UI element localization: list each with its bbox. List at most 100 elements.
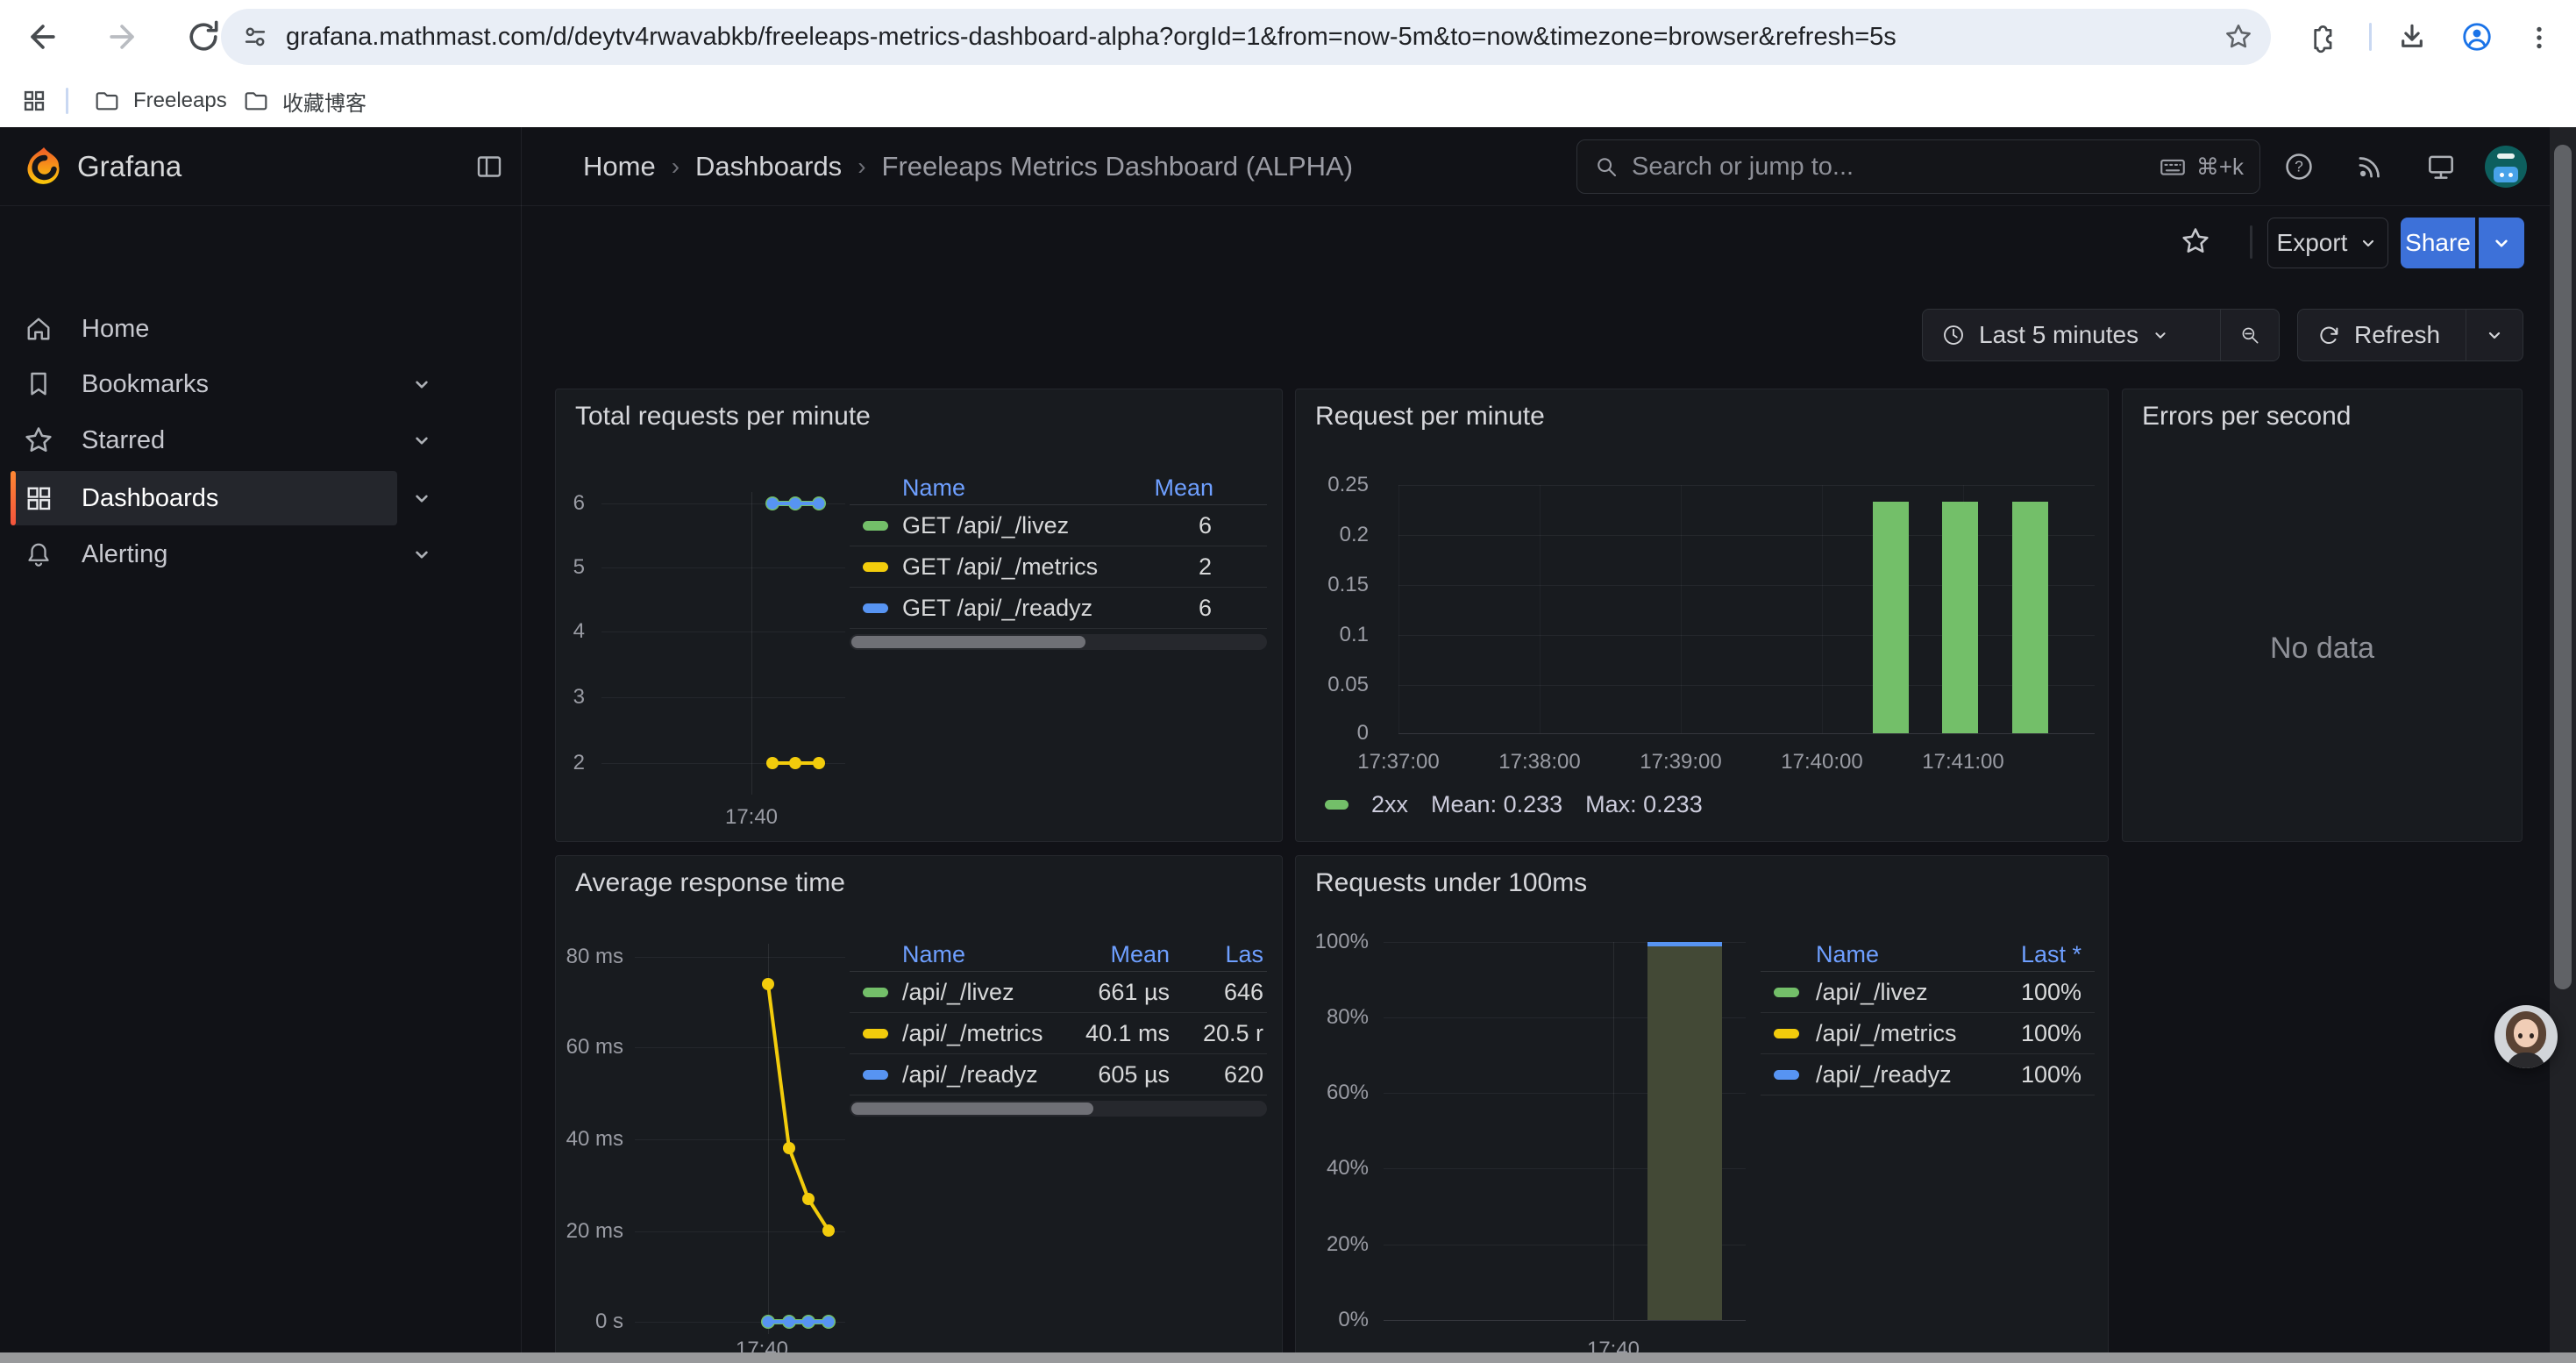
legend-col-name[interactable]: Name: [902, 941, 966, 967]
toolbar-divider: [2369, 23, 2372, 51]
series-color-pill: [1774, 1029, 1799, 1038]
series-name[interactable]: /api/_/livez: [902, 978, 1014, 1005]
breadcrumb-current: Freeleaps Metrics Dashboard (ALPHA): [881, 151, 1354, 182]
breadcrumb-home[interactable]: Home: [583, 151, 656, 182]
page-scrollbar-thumb[interactable]: [2554, 145, 2572, 989]
legend-col-last[interactable]: Last *: [2020, 941, 2081, 967]
browser-menu-icon[interactable]: [2523, 21, 2561, 60]
breadcrumb-separator: ›: [671, 153, 680, 180]
browser-back-button[interactable]: [23, 18, 61, 56]
series-name[interactable]: /api/_/metrics: [1816, 1019, 1957, 1046]
share-dropdown-button[interactable]: [2479, 218, 2524, 268]
chevron-down-icon: [2363, 239, 2374, 247]
sidebar-item-home[interactable]: Home: [0, 304, 522, 353]
chevron-down-icon[interactable]: [410, 543, 433, 566]
refresh-group: Refresh: [2297, 309, 2523, 361]
url-text: grafana.mathmast.com/d/deytv4rwavabkb/fr…: [286, 22, 1896, 51]
grafana-app: Grafana Home › Dashboards › Freeleaps Me…: [0, 127, 2576, 1363]
tv-mode-icon[interactable]: [2424, 150, 2458, 183]
sidebar-nav: Home Bookmarks Starred Dashboards Alerti…: [0, 206, 522, 1363]
series-last: 20.5 r: [1202, 1019, 1263, 1046]
breadcrumb-separator: ›: [857, 153, 866, 180]
search-placeholder: Search or jump to...: [1632, 152, 1854, 181]
brand-name[interactable]: Grafana: [77, 150, 182, 182]
downloads-icon[interactable]: [2395, 20, 2434, 59]
series-name[interactable]: GET /api/_/readyz: [902, 594, 1093, 621]
legend-col-mean[interactable]: Mean: [1110, 941, 1170, 967]
bookmark-folder-blogs[interactable]: 收藏博客: [230, 81, 379, 121]
keyboard-icon: [2160, 159, 2185, 175]
panel-title[interactable]: Request per minute: [1315, 402, 1545, 431]
help-icon[interactable]: ?: [2282, 150, 2316, 183]
star-icon: [23, 425, 54, 456]
sidebar-active-accent: [11, 471, 16, 525]
series-name[interactable]: 2xx: [1371, 791, 1409, 817]
chevron-down-icon[interactable]: [410, 487, 433, 510]
panel-request-per-minute: Request per minute 0.25 0.2 0.15 0.1 0.0…: [1295, 389, 2109, 842]
user-avatar[interactable]: [2485, 146, 2527, 188]
refresh-button[interactable]: Refresh: [2298, 310, 2466, 360]
url-bar[interactable]: grafana.mathmast.com/d/deytv4rwavabkb/fr…: [221, 9, 2271, 65]
series-name[interactable]: GET /api/_/livez: [902, 511, 1070, 539]
search-input[interactable]: Search or jump to... ⌘+k: [1576, 139, 2260, 194]
sidebar-item-starred[interactable]: Starred: [0, 416, 522, 465]
favorite-star-icon[interactable]: [2180, 225, 2211, 257]
share-button[interactable]: Share: [2401, 218, 2475, 268]
bookmark-icon: [23, 368, 54, 400]
bookmark-folder-freeleaps[interactable]: Freeleaps: [81, 81, 239, 121]
legend-col-name[interactable]: Name: [1816, 941, 1880, 967]
series-name[interactable]: /api/_/readyz: [902, 1060, 1038, 1088]
series-max: Max: 0.233: [1585, 791, 1703, 817]
legend-col-name[interactable]: Name: [902, 475, 966, 501]
panel-title[interactable]: Total requests per minute: [575, 402, 871, 431]
series-mean: 6: [1198, 511, 1212, 539]
home-icon: [23, 313, 54, 345]
legend-scrollbar[interactable]: [850, 634, 1267, 650]
legend-col-last[interactable]: Las: [1225, 941, 1263, 967]
refresh-interval-dropdown[interactable]: [2466, 310, 2523, 360]
bookmark-folder-label: 收藏博客: [282, 91, 366, 116]
search-shortcut: ⌘+k: [2158, 152, 2244, 182]
news-rss-icon[interactable]: [2353, 150, 2387, 183]
panel-title[interactable]: Errors per second: [2142, 402, 2352, 431]
assistant-avatar-widget[interactable]: [2494, 1005, 2558, 1068]
series-color-pill: [863, 521, 888, 531]
time-range-button[interactable]: Last 5 minutes: [1923, 310, 2220, 360]
zoom-out-icon: [2242, 327, 2259, 344]
panel-title[interactable]: Average response time: [575, 868, 845, 897]
dashboards-grid-icon: [23, 482, 54, 514]
legend-col-mean[interactable]: Mean: [1154, 475, 1213, 501]
panel-title[interactable]: Requests under 100ms: [1315, 868, 1588, 897]
grafana-logo[interactable]: [23, 146, 65, 188]
breadcrumb-dashboards[interactable]: Dashboards: [695, 151, 843, 182]
window-bottom-edge: [0, 1352, 2576, 1363]
browser-reload-button[interactable]: [184, 18, 223, 56]
browser-forward-button[interactable]: [103, 18, 142, 56]
sidebar-item-alerting[interactable]: Alerting: [0, 530, 522, 579]
sidebar-toggle-icon[interactable]: [473, 151, 505, 182]
chevron-down-icon[interactable]: [410, 429, 433, 452]
series-last: 620: [1223, 1060, 1263, 1088]
apps-grid-icon[interactable]: [19, 86, 58, 125]
bar-2xx: [1942, 502, 1978, 733]
chevron-down-icon[interactable]: [410, 373, 433, 396]
legend-row: /api/_/readyz 100%: [1761, 1054, 2095, 1095]
extensions-icon[interactable]: [2304, 21, 2343, 60]
chevron-down-icon: [2488, 332, 2501, 339]
export-button[interactable]: Export: [2267, 218, 2388, 268]
legend-scrollbar[interactable]: [850, 1101, 1267, 1117]
profile-icon[interactable]: [2460, 20, 2499, 59]
series-name[interactable]: /api/_/livez: [1816, 978, 1928, 1005]
site-settings-icon[interactable]: [240, 22, 270, 52]
legend-row: GET /api/_/metrics 2: [850, 546, 1267, 588]
zoom-out-button[interactable]: [2221, 310, 2279, 360]
bookmark-star-icon[interactable]: [2224, 22, 2253, 52]
bar-cap: [1647, 942, 1722, 946]
series-name[interactable]: GET /api/_/metrics: [902, 553, 1099, 580]
bar-2xx: [1873, 502, 1909, 733]
sidebar-item-dashboards[interactable]: Dashboards: [0, 474, 522, 523]
sidebar-item-bookmarks[interactable]: Bookmarks: [0, 360, 522, 409]
series-name[interactable]: /api/_/readyz: [1816, 1060, 1952, 1088]
series-last: 100%: [2020, 978, 2081, 1005]
series-name[interactable]: /api/_/metrics: [902, 1019, 1043, 1046]
